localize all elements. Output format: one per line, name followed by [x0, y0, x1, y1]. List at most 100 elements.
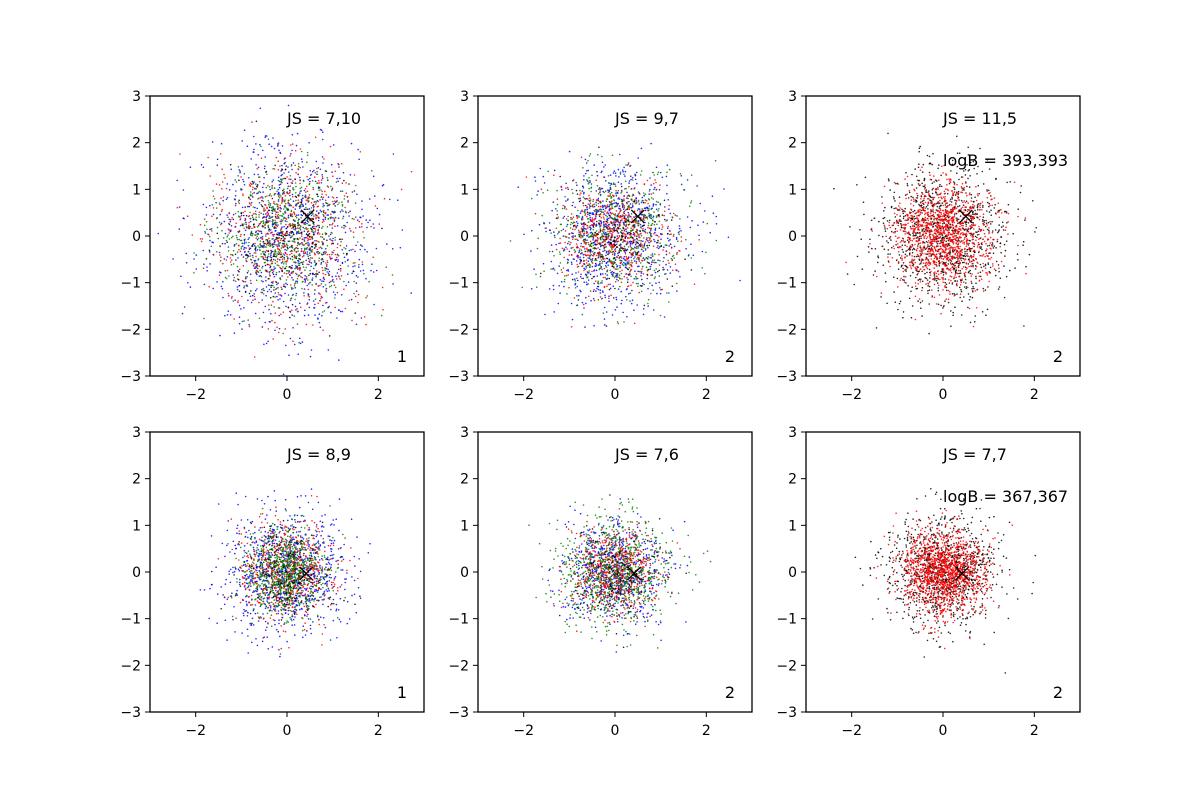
data-point [243, 172, 246, 175]
data-point [628, 220, 631, 223]
data-point [240, 187, 242, 190]
data-point [336, 291, 339, 294]
data-point [614, 214, 616, 217]
data-point [580, 156, 583, 159]
data-point [280, 232, 283, 234]
data-point [210, 245, 213, 248]
data-point [623, 229, 626, 231]
data-point [657, 239, 659, 242]
data-point [686, 179, 689, 181]
data-point [639, 174, 642, 176]
data-point [350, 142, 353, 145]
data-point [291, 255, 294, 258]
data-point [632, 252, 634, 254]
data-point [283, 225, 285, 228]
data-point [291, 240, 294, 242]
data-point [641, 268, 643, 270]
data-point [262, 191, 264, 193]
data-point [202, 203, 205, 206]
data-point [254, 183, 257, 185]
data-point [645, 206, 648, 209]
data-point [332, 144, 335, 146]
data-point [572, 222, 574, 225]
data-point [658, 214, 660, 216]
data-point [272, 250, 274, 253]
data-point [601, 204, 604, 207]
data-point [341, 203, 344, 206]
data-point [678, 230, 680, 233]
data-point [306, 303, 308, 306]
data-point [228, 275, 230, 277]
data-point [615, 268, 618, 271]
data-point [304, 251, 307, 253]
data-point [624, 236, 627, 239]
data-point [260, 291, 263, 294]
data-point [636, 222, 639, 224]
data-point [299, 229, 302, 231]
data-point [276, 253, 278, 255]
data-point [254, 242, 256, 245]
data-point [1009, 181, 1011, 183]
data-point [260, 145, 262, 148]
data-point [230, 218, 232, 221]
data-point [714, 159, 717, 162]
data-point [631, 242, 633, 244]
data-point [633, 260, 636, 262]
data-point [269, 264, 271, 266]
data-point [344, 225, 347, 228]
data-point [279, 152, 282, 155]
data-point [578, 250, 581, 252]
data-point [595, 216, 597, 218]
data-point [537, 190, 539, 192]
data-point [297, 231, 300, 233]
data-point [291, 168, 293, 171]
data-point [297, 202, 300, 204]
data-point [654, 261, 656, 264]
data-point [361, 261, 364, 263]
data-point [337, 203, 339, 206]
data-point [248, 241, 250, 244]
data-point [226, 197, 229, 199]
data-point [655, 282, 657, 285]
data-point [378, 213, 381, 216]
data-point [606, 198, 609, 200]
data-point [310, 349, 313, 351]
data-point [322, 280, 325, 283]
data-point [308, 243, 311, 245]
data-point [302, 263, 304, 266]
data-point [622, 239, 625, 241]
data-point [604, 240, 606, 243]
data-point [266, 207, 268, 210]
data-point [593, 164, 595, 166]
data-point [576, 285, 579, 288]
data-point [530, 288, 533, 290]
data-point [298, 267, 301, 270]
data-point [313, 225, 315, 227]
data-point [620, 216, 622, 218]
data-point [619, 153, 621, 156]
data-point [325, 248, 327, 250]
data-point [312, 208, 315, 210]
data-point [358, 258, 361, 261]
data-point [205, 220, 208, 223]
data-point [324, 216, 327, 219]
data-point [669, 272, 672, 274]
data-point [281, 196, 284, 199]
data-point [260, 212, 262, 215]
data-point [308, 244, 310, 247]
data-point [628, 182, 630, 184]
data-point [259, 230, 261, 233]
data-point [655, 203, 657, 206]
data-point [571, 278, 574, 281]
data-point [238, 216, 240, 218]
data-point [961, 261, 964, 264]
data-point [264, 256, 267, 259]
data-point [244, 238, 246, 240]
data-point [265, 219, 268, 221]
data-point [602, 258, 605, 260]
data-point [558, 242, 560, 245]
data-point [253, 263, 256, 265]
data-point [663, 199, 666, 202]
data-point [293, 343, 296, 346]
data-point [544, 227, 547, 229]
